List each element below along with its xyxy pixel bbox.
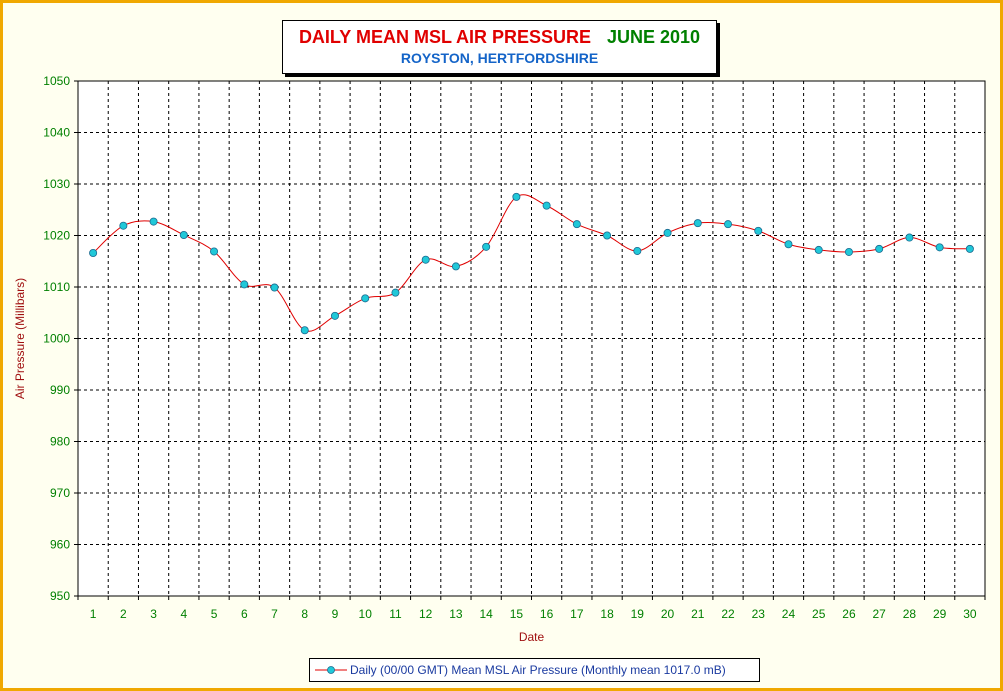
data-point [270,283,279,292]
x-tick-label: 10 [359,607,373,621]
y-axis-ticks: 950 960 970 980 990 1000 1010 1020 1030 1040 1050 [43,74,78,603]
x-tick-label: 7 [271,607,278,621]
chart-title: DAILY MEAN MSL AIR PRESSURE [298,27,591,47]
data-point [330,311,339,320]
x-tick-label: 18 [600,607,614,621]
y-tick-label: 1040 [43,126,70,140]
data-point [784,240,793,249]
data-point [844,247,853,256]
data-point [693,219,702,228]
data-point [451,262,460,271]
x-tick-label: 13 [449,607,463,621]
y-tick-label: 1020 [43,229,70,243]
title-line: DAILY MEAN MSL AIR PRESSURE JUNE 2010 [283,26,716,48]
data-point [935,243,944,252]
x-tick-label: 17 [570,607,584,621]
x-tick-label: 14 [479,607,493,621]
data-point [179,230,188,239]
data-point [391,288,400,297]
y-axis-title: Air Pressure (Millibars) [13,278,27,399]
x-tick-label: 19 [631,607,645,621]
x-tick-label: 29 [933,607,947,621]
data-point [572,220,581,229]
data-point [482,242,491,251]
x-axis-title: Date [519,630,545,644]
data-point [240,280,249,289]
data-point [300,326,309,335]
series-markers [89,192,974,335]
data-point [361,294,370,303]
gridlines [78,81,985,596]
y-tick-label: 1050 [43,74,70,88]
data-point [149,217,158,226]
x-tick-label: 11 [389,607,402,621]
y-tick-label: 990 [50,383,70,397]
x-tick-label: 3 [150,607,157,621]
legend-label: Daily (00/00 GMT) Mean MSL Air Pressure … [350,663,726,677]
x-tick-label: 2 [120,607,127,621]
data-point [754,226,763,235]
x-tick-label: 24 [782,607,796,621]
x-tick-label: 30 [963,607,977,621]
y-tick-label: 980 [50,435,70,449]
x-tick-label: 6 [241,607,248,621]
data-point [905,233,914,242]
x-tick-label: 20 [661,607,675,621]
x-axis-ticks: 1 2 3 4 5 6 7 8 9 10 11 12 13 14 15 16 17 18 19 20 21 22 23 24 2… [77,596,986,621]
y-tick-label: 950 [50,589,70,603]
x-tick-label: 4 [180,607,187,621]
x-tick-label: 8 [301,607,308,621]
data-point [89,249,98,258]
x-tick-label: 12 [419,607,433,621]
data-point [512,192,521,201]
x-tick-label: 15 [510,607,524,621]
chart-subtitle: ROYSTON, HERTFORDSHIRE [400,50,599,66]
y-tick-label: 1030 [43,177,70,191]
x-tick-label: 9 [332,607,339,621]
x-tick-label: 21 [691,607,705,621]
data-point [542,201,551,210]
data-point [210,247,219,256]
data-point [965,244,974,253]
x-tick-label: 16 [540,607,554,621]
x-tick-label: 25 [812,607,826,621]
data-point [421,255,430,264]
chart-title-month: JUNE 2010 [607,27,701,47]
y-tick-label: 1010 [43,280,70,294]
legend-swatch-icon [315,666,347,674]
data-point [633,246,642,255]
data-point [814,245,823,254]
y-tick-label: 960 [50,538,70,552]
data-point [875,244,884,253]
data-point [119,221,128,230]
x-tick-label: 26 [842,607,856,621]
legend: Daily (00/00 GMT) Mean MSL Air Pressure … [309,658,760,682]
data-point [663,228,672,237]
data-point [603,231,612,240]
y-tick-label: 970 [50,486,70,500]
x-tick-label: 28 [903,607,917,621]
x-tick-label: 27 [873,607,887,621]
x-tick-label: 22 [721,607,735,621]
x-tick-label: 5 [211,607,218,621]
data-point [724,220,733,229]
x-tick-label: 1 [90,607,97,621]
y-tick-label: 1000 [43,332,70,346]
chart-title-box: DAILY MEAN MSL AIR PRESSURE JUNE 2010 ROY… [282,20,717,74]
x-tick-label: 23 [752,607,766,621]
